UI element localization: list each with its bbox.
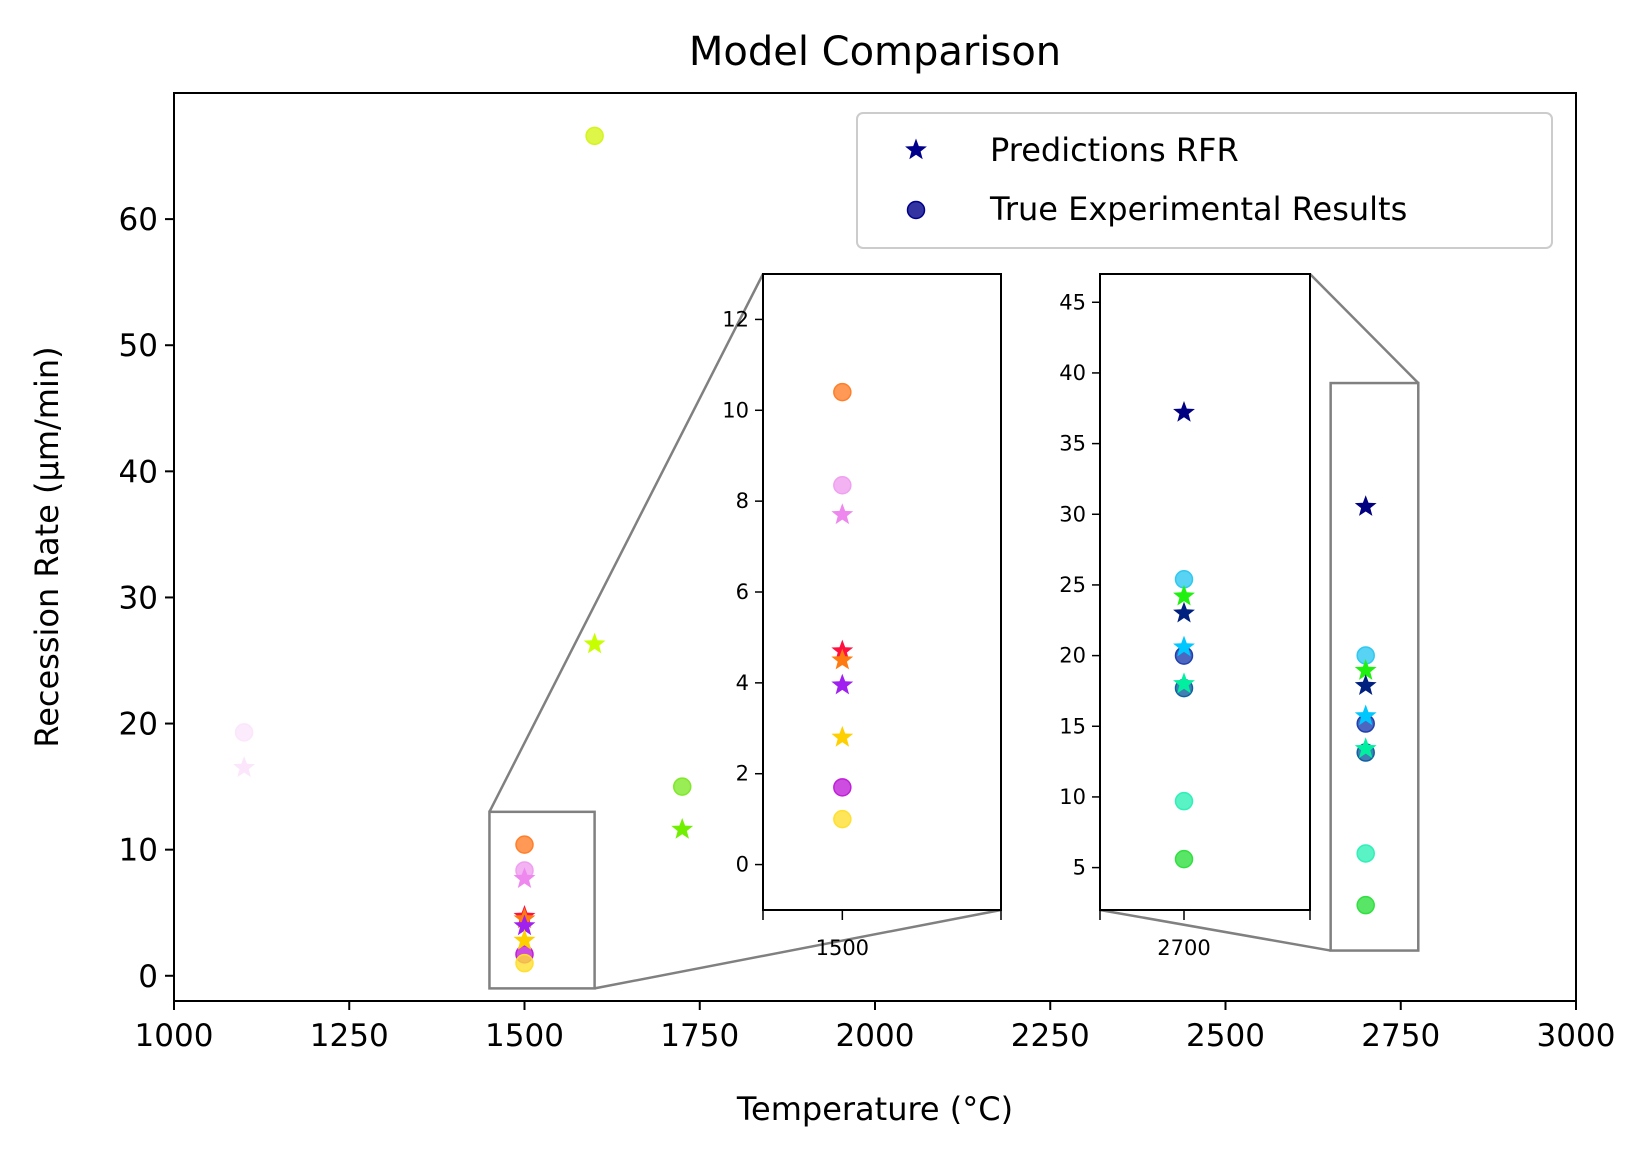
prediction-point: [1354, 674, 1377, 695]
x-tick-label: 3000: [1537, 1018, 1616, 1054]
zoom-connector: [1309, 273, 1420, 384]
zoom-connector: [1099, 908, 1331, 952]
prediction-point: [1354, 495, 1377, 516]
inset-background: [1100, 274, 1310, 910]
inset-y-tick-label: 15: [1059, 714, 1086, 738]
prediction-point: [233, 756, 255, 777]
y-tick-label: 20: [119, 707, 158, 743]
zoom-connector: [594, 908, 1002, 990]
true-result-point: [672, 777, 692, 796]
inset-prediction-point: [1173, 672, 1195, 694]
inset-true-result-point: [833, 778, 852, 797]
y-tick-label: 60: [119, 202, 158, 238]
legend-label-predictions: Predictions RFR: [990, 131, 1239, 169]
prediction-point: [513, 867, 536, 888]
legend-label-true-results: True Experimental Results: [989, 190, 1407, 228]
prediction-point: [513, 929, 536, 950]
y-tick-label: 10: [119, 833, 158, 869]
inset-y-tick-label: 12: [722, 307, 749, 331]
zoom-connector: [488, 273, 765, 813]
inset-prediction-point: [831, 648, 854, 670]
inset-prediction-point: [1173, 401, 1195, 422]
inset-y-tick-label: 45: [1059, 290, 1086, 314]
inset-y-tick-label: 6: [736, 580, 749, 604]
x-tick-label: 2250: [1011, 1018, 1090, 1054]
zoom-region: [488, 810, 596, 990]
x-tick-label: 1000: [135, 1018, 214, 1054]
inset-true-result-point: [833, 382, 852, 402]
true-result-point: [585, 126, 604, 146]
inset-y-tick-label: 0: [736, 853, 749, 877]
inset-y-tick-label: 40: [1059, 361, 1086, 385]
zoom-region: [1329, 381, 1420, 952]
inset-true-result-point: [1174, 849, 1194, 869]
inset-prediction-point: [831, 673, 854, 695]
true-result-point: [1356, 895, 1375, 915]
inset-y-tick-label: 4: [736, 671, 749, 695]
y-axis-label: Recession Rate (μm/min): [28, 346, 66, 747]
prediction-point: [1354, 737, 1377, 759]
prediction-point: [583, 632, 606, 654]
inset-true-result-point: [833, 475, 852, 495]
y-tick-label: 50: [119, 328, 158, 364]
y-tick-label: 30: [119, 580, 158, 616]
x-tick-label: 1500: [485, 1018, 564, 1054]
inset-x-tick-label: 2700: [1157, 936, 1210, 960]
true-result-point: [515, 953, 534, 973]
y-tick-label: 40: [119, 454, 158, 490]
x-tick-label: 2500: [1186, 1018, 1265, 1054]
main-axis-ticks: 1000 1250 1500 1750 2000 2250 2500 2750 30000102…: [119, 202, 1616, 1054]
inset-y-tick-label: 35: [1059, 432, 1086, 456]
prediction-point: [1354, 659, 1377, 680]
inset-y-tick-label: 10: [722, 398, 749, 422]
true-result-point: [515, 835, 534, 854]
inset-y-tick-label: 5: [1073, 856, 1086, 880]
inset-true-result-point: [833, 809, 852, 829]
main-plot-points: [233, 126, 1377, 973]
x-tick-label: 2000: [836, 1018, 915, 1054]
inset-y-tick-label: 8: [736, 489, 749, 513]
legend-box: [856, 112, 1553, 249]
inset-prediction-point: [1173, 601, 1195, 623]
x-axis-label: Temperature (°C): [736, 1090, 1013, 1128]
inset-y-tick-label: 10: [1059, 785, 1086, 809]
legend-markers: [905, 138, 927, 220]
inset-prediction-point: [1173, 584, 1195, 606]
inset-frame: [1099, 273, 1311, 911]
x-tick-label: 2750: [1361, 1018, 1440, 1054]
inset-1: 0 2 4 6 8 10 12 1500: [722, 273, 1002, 960]
x-tick-label: 1750: [660, 1018, 739, 1054]
prediction-point: [671, 818, 694, 839]
inset-y-tick-label: 25: [1059, 573, 1086, 597]
prediction-point: [1354, 704, 1377, 726]
x-tick-label: 1250: [310, 1018, 389, 1054]
inset-y-tick-label: 20: [1059, 644, 1086, 668]
inset-true-result-point: [1174, 791, 1194, 811]
inset-prediction-point: [1173, 635, 1195, 657]
true-result-point: [1356, 844, 1375, 863]
legend-circle-icon: [906, 200, 926, 220]
inset-prediction-point: [831, 725, 854, 747]
true-result-point: [234, 723, 254, 742]
inset-x-tick-label: 1500: [816, 936, 869, 960]
legend: Predictions RFR True Experimental Result…: [856, 112, 1553, 249]
inset-2: 5 10 15 20 25 30 35 40 45 2700: [1059, 273, 1311, 960]
inset-y-tick-label: 2: [736, 762, 749, 786]
inset-y-tick-label: 30: [1059, 502, 1086, 526]
zoom-indicators: [488, 273, 1420, 990]
inset-prediction-point: [831, 503, 854, 525]
inset-background: [763, 274, 1001, 910]
main-plot-frame: [173, 92, 1577, 1002]
chart-title: Model Comparison: [689, 29, 1061, 75]
y-tick-label: 0: [138, 959, 158, 995]
prediction-point: [513, 914, 536, 936]
legend-star-icon: [905, 138, 927, 160]
